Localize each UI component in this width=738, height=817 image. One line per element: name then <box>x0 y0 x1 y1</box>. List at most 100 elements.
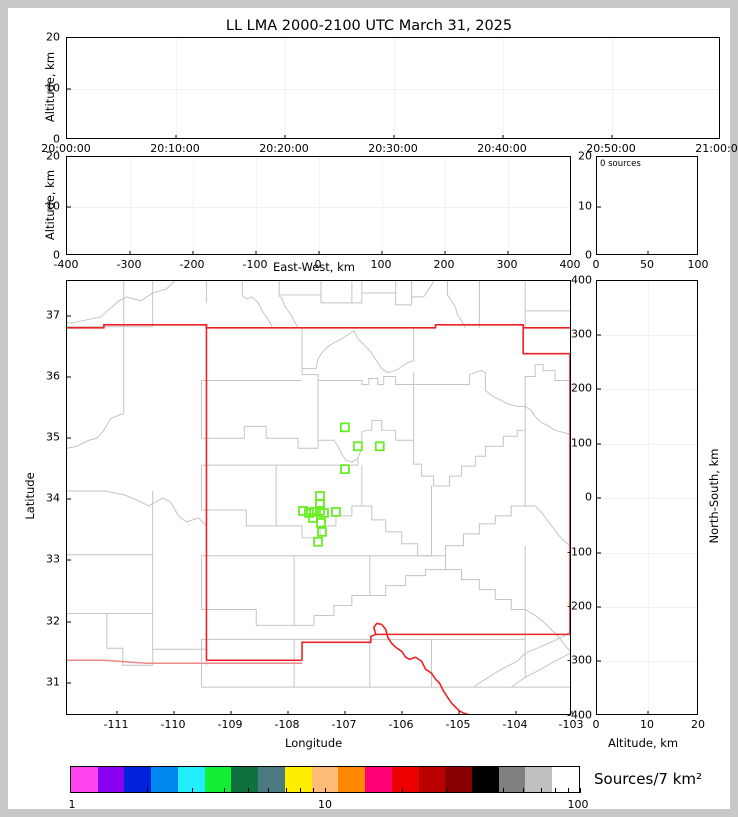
tick-label: -100 <box>242 258 268 271</box>
colorbar-tickmark <box>223 788 225 793</box>
colorbar-tickmark <box>191 788 193 793</box>
colorbar-tick-label: 10 <box>318 798 332 811</box>
tick-label: 0 <box>53 248 60 262</box>
tick-label: -400 <box>53 258 79 271</box>
colorbar-swatch <box>177 767 205 792</box>
colorbar-tickmark <box>300 788 302 793</box>
tick-label: -108 <box>274 718 300 731</box>
colorbar-swatch <box>311 767 339 792</box>
tick-label: 50 <box>640 258 654 271</box>
tick-label: 34 <box>46 491 60 505</box>
tick-label: -100 <box>567 545 592 559</box>
colorbar-tick-label: 1 <box>68 798 76 811</box>
tick-label: 0 <box>592 718 600 731</box>
tick-label: 20:30:00 <box>368 142 418 155</box>
colorbar-tickmark <box>446 788 448 793</box>
colorbar-tickmark <box>478 788 480 793</box>
tick-label: 0 <box>585 248 592 262</box>
tick-label: 10 <box>46 81 60 95</box>
tick-label: 0 <box>592 258 600 271</box>
axis-label-north-south: North-South, km <box>707 448 721 544</box>
colorbar-tickmark <box>503 788 505 793</box>
tick-label: 10 <box>640 718 654 731</box>
altitude-histogram-panel[interactable]: 0 sources <box>596 156 698 255</box>
tick-label: 20 <box>578 149 592 163</box>
colorbar[interactable] <box>70 766 580 793</box>
colorbar-swatch <box>124 767 152 792</box>
time-vs-altitude-panel[interactable] <box>66 37 720 139</box>
tick-label: -200 <box>567 599 592 613</box>
tick-label: -106 <box>388 718 414 731</box>
colorbar-tickmark <box>325 788 326 793</box>
tick-label: -300 <box>567 653 592 667</box>
colorbar-swatch <box>258 767 285 792</box>
colorbar-swatch <box>151 767 178 792</box>
colorbar-swatch <box>418 767 446 792</box>
colorbar-title: Sources/7 km² <box>594 770 703 788</box>
colorbar-swatch <box>498 767 526 792</box>
source-count-label: 0 sources <box>600 159 641 169</box>
tick-label: 200 <box>433 258 455 271</box>
colorbar-tickmark <box>523 788 525 793</box>
tick-label: 33 <box>46 552 60 566</box>
tick-label: 300 <box>496 258 518 271</box>
tick-label: -110 <box>160 718 186 731</box>
east-west-vs-altitude-panel[interactable] <box>66 156 571 255</box>
axis-label-longitude: Longitude <box>285 736 343 750</box>
tick-label: 100 <box>571 436 592 450</box>
colorbar-swatch <box>552 767 579 792</box>
colorbar-swatch <box>71 767 98 792</box>
tick-label: 300 <box>571 327 592 341</box>
tick-label: 20 <box>691 718 705 731</box>
longitude-latitude-map-panel[interactable] <box>66 280 573 715</box>
tick-label: 36 <box>46 369 60 383</box>
tick-label: -300 <box>116 258 142 271</box>
tick-label: 10 <box>578 199 592 212</box>
colorbar-swatch <box>204 767 232 792</box>
colorbar-tickmark <box>146 788 148 793</box>
figure-canvas: LL LMA 2000-2100 UTC March 31, 2025 0 10… <box>8 8 738 811</box>
colorbar-swatch <box>338 767 366 792</box>
tick-label: -104 <box>502 718 528 731</box>
colorbar-swatch <box>97 767 125 792</box>
tick-label: -109 <box>217 718 243 731</box>
axis-label-east-west: East-West, km <box>273 260 355 274</box>
tick-label: 21:00:00 <box>695 142 738 155</box>
tick-label: 35 <box>46 430 60 444</box>
tick-label: 100 <box>687 258 709 271</box>
colorbar-tick-label: 100 <box>567 798 589 811</box>
altitude-vs-north-south-panel[interactable] <box>596 280 698 715</box>
tick-label: -105 <box>445 718 471 731</box>
tick-label: 20 <box>46 30 60 44</box>
colorbar-tickmark <box>268 788 270 793</box>
colorbar-tickmark <box>313 788 315 793</box>
colorbar-swatch <box>391 767 419 792</box>
tick-label: 10 <box>46 199 60 212</box>
colorbar-tickmark <box>580 788 581 793</box>
tick-label: -103 <box>558 718 584 731</box>
source-markers <box>298 422 385 547</box>
tick-label: 20:10:00 <box>150 142 200 155</box>
colorbar-swatch <box>445 767 473 792</box>
colorbar-tickmark <box>285 788 287 793</box>
tick-label: 31 <box>46 675 60 689</box>
tick-label: 20:20:00 <box>259 142 309 155</box>
axis-label-altitude: Altitude, km <box>43 169 57 241</box>
colorbar-tickmark <box>555 788 557 793</box>
tick-label: 0 <box>314 258 322 271</box>
tick-label: 100 <box>370 258 392 271</box>
colorbar-tickmark <box>248 788 250 793</box>
colorbar-swatch <box>472 767 499 792</box>
page-title: LL LMA 2000-2100 UTC March 31, 2025 <box>225 18 513 34</box>
map-geography <box>67 281 570 714</box>
colorbar-swatch <box>231 767 259 792</box>
tick-label: 20 <box>46 149 60 163</box>
colorbar-tickmark <box>70 788 71 793</box>
axis-label-altitude: Altitude, km <box>608 736 679 750</box>
colorbar-tickmark <box>401 788 403 793</box>
colorbar-swatch <box>284 767 312 792</box>
colorbar-swatch <box>365 767 392 792</box>
tick-label: 37 <box>46 308 60 322</box>
tick-label: 0 <box>585 490 592 504</box>
axis-label-altitude: Altitude, km <box>43 51 57 123</box>
